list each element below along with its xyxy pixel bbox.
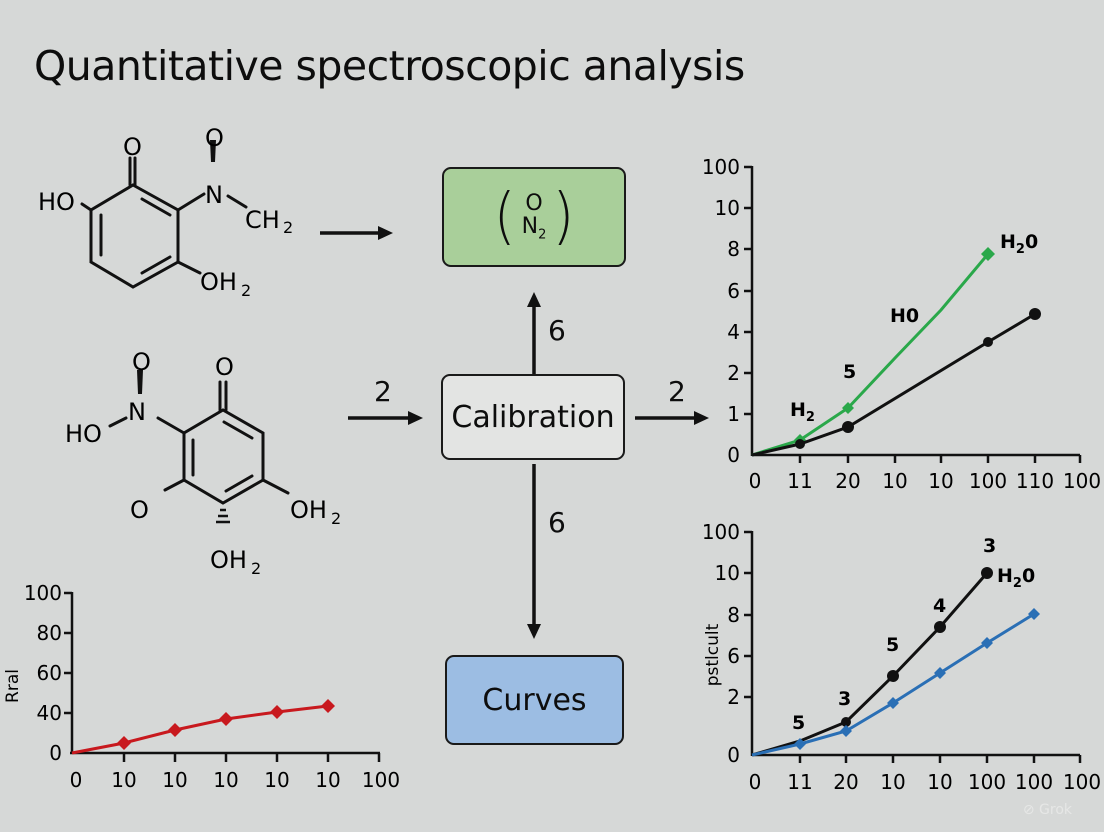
y-axis-label: pstlcult [703,623,723,686]
svg-text:6: 6 [727,644,740,668]
svg-text:0: 0 [727,743,740,767]
svg-text:100: 100 [968,770,1006,794]
svg-text:H2: H2 [790,399,815,425]
svg-text:10: 10 [928,469,953,493]
svg-text:60: 60 [37,661,62,685]
svg-text:0: 0 [70,768,83,792]
svg-text:11: 11 [787,770,812,794]
svg-text:5: 5 [843,361,856,383]
arrow-label-up: 6 [548,314,566,347]
svg-text:10: 10 [264,768,289,792]
svg-text:2: 2 [727,361,740,385]
svg-text:100: 100 [24,581,62,605]
svg-text:2: 2 [331,509,341,528]
svg-text:10: 10 [715,561,740,585]
svg-text:5: 5 [792,712,805,734]
svg-text:10: 10 [315,768,340,792]
molecule-top: O O HO N CH 2 OH 2 [38,124,293,300]
svg-text:4: 4 [727,320,740,344]
svg-text:O: O [205,124,224,152]
svg-text:3: 3 [983,535,996,557]
svg-text:N: N [128,398,146,426]
molecule-middle: O O HO N O OH 2 OH 2 [65,348,341,578]
svg-text:10: 10 [927,770,952,794]
formula-box[interactable]: ( O N2 ) [442,167,626,267]
svg-text:80: 80 [37,621,62,645]
page-title: Quantitative spectroscopic analysis [34,42,745,90]
svg-text:100: 100 [969,469,1007,493]
svg-text:40: 40 [37,701,62,725]
svg-text:N: N [205,181,223,209]
svg-text:5: 5 [886,634,899,656]
curves-box[interactable]: Curves [445,655,624,745]
svg-text:2: 2 [241,281,251,300]
svg-text:10: 10 [213,768,238,792]
svg-text:0: 0 [49,741,62,765]
svg-text:10: 10 [162,768,187,792]
svg-text:100: 100 [702,520,740,544]
formula-top: O [525,190,543,216]
svg-text:O: O [215,353,234,381]
svg-text:H20: H20 [997,565,1035,591]
svg-text:100: 100 [362,768,400,792]
svg-text:2: 2 [251,559,261,578]
atom-o: O [123,133,142,161]
svg-text:6: 6 [727,279,740,303]
svg-text:2: 2 [727,685,740,709]
svg-text:O: O [130,496,149,524]
svg-text:OH: OH [210,546,247,574]
svg-text:1: 1 [727,402,740,426]
svg-text:100: 100 [702,155,740,179]
svg-text:0: 0 [749,469,762,493]
arrow-label-right: 2 [668,375,686,408]
svg-text:8: 8 [727,237,740,261]
svg-text:OH: OH [200,268,237,296]
svg-text:0: 0 [749,770,762,794]
svg-text:2: 2 [283,218,293,237]
svg-text:10: 10 [882,469,907,493]
watermark: ⊘ Grok [1022,802,1072,818]
svg-text:8: 8 [727,603,740,627]
svg-text:20: 20 [835,469,860,493]
svg-text:10: 10 [715,196,740,220]
svg-text:100: 100 [1063,770,1101,794]
svg-text:4: 4 [933,595,946,617]
y-axis-label: Rral [3,669,23,703]
chart-bottom-left: 100 80 60 40 0 0 10 10 10 10 10 100 Rral [3,581,400,792]
svg-text:CH: CH [245,206,280,234]
svg-text:100: 100 [1063,469,1101,493]
svg-text:3: 3 [838,688,851,710]
calibration-box[interactable]: Calibration [441,374,625,460]
svg-text:110: 110 [1016,469,1054,493]
svg-text:10: 10 [111,768,136,792]
svg-text:10: 10 [880,770,905,794]
svg-text:20: 20 [833,770,858,794]
svg-text:HO: HO [65,420,102,448]
svg-text:HO: HO [38,188,75,216]
svg-text:11: 11 [787,469,812,493]
svg-text:0: 0 [727,443,740,467]
svg-text:100: 100 [1015,770,1053,794]
svg-text:O: O [132,348,151,376]
svg-text:OH: OH [290,496,327,524]
arrow-label-down: 6 [548,506,566,539]
arrow-label-input: 2 [374,375,392,408]
svg-text:H20: H20 [1000,231,1038,257]
svg-text:H0: H0 [890,305,919,327]
